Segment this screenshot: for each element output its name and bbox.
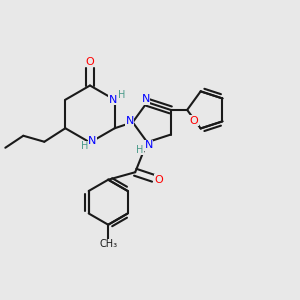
Text: O: O [85, 56, 94, 67]
Text: N: N [142, 94, 150, 104]
Text: H: H [81, 141, 88, 151]
Text: CH₃: CH₃ [99, 239, 117, 249]
Text: H: H [136, 145, 143, 155]
Text: N: N [88, 136, 97, 146]
Text: N: N [109, 95, 117, 105]
Text: O: O [190, 116, 198, 126]
Text: N: N [125, 116, 134, 126]
Text: H: H [118, 90, 125, 100]
Text: O: O [155, 175, 164, 185]
Text: N: N [145, 140, 153, 150]
